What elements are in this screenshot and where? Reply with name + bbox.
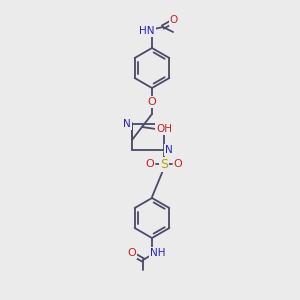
Text: HN: HN [139, 26, 155, 36]
Text: S: S [160, 158, 168, 170]
Text: O: O [146, 159, 154, 169]
Text: NH: NH [150, 248, 166, 258]
Text: N: N [123, 119, 131, 129]
Text: O: O [128, 248, 136, 258]
Text: OH: OH [156, 124, 172, 134]
Text: N: N [165, 145, 173, 155]
Text: O: O [170, 15, 178, 25]
Text: O: O [148, 97, 156, 107]
Text: O: O [174, 159, 182, 169]
